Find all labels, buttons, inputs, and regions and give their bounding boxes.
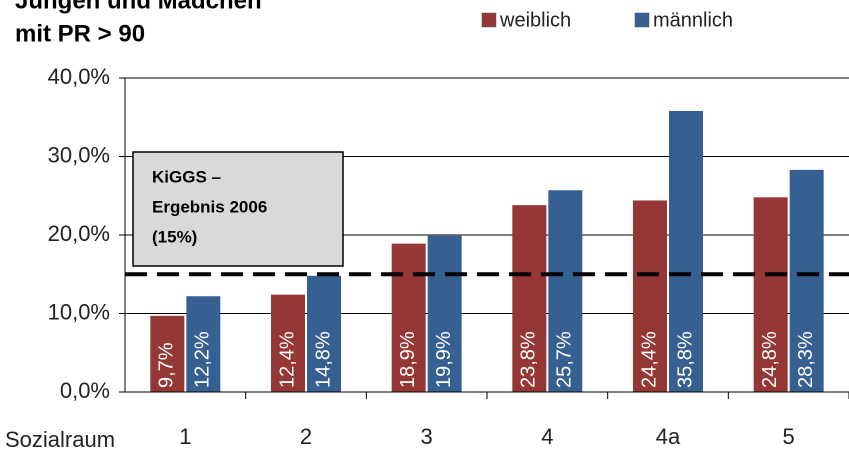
legend-swatch [481, 12, 497, 28]
legend-label: männlich [653, 9, 733, 31]
y-tick-label: 40,0% [48, 64, 110, 89]
value-label: 12,2% [192, 331, 214, 388]
value-label: 12,4% [276, 331, 298, 388]
x-tick-label: 2 [300, 424, 312, 449]
legend-label: weiblich [499, 9, 571, 31]
value-label: 9,7% [156, 342, 178, 388]
annotation-text: KiGGS – [152, 167, 221, 186]
bar [271, 294, 305, 392]
bar [391, 243, 426, 392]
bar [669, 110, 703, 392]
bar [633, 200, 667, 392]
value-label: 24,4% [638, 331, 660, 388]
value-label: 28,3% [795, 331, 817, 388]
y-tick-label: 0,0% [60, 378, 110, 403]
x-tick-label: 4a [656, 424, 681, 449]
bar [548, 190, 583, 392]
bar [307, 275, 341, 392]
value-label: 24,8% [759, 331, 781, 388]
x-tick-label: 1 [179, 424, 191, 449]
value-label: 23,8% [518, 331, 540, 388]
legend-swatch [634, 12, 650, 28]
bar [427, 235, 462, 392]
chart-title: Jungen und Mädchen [15, 0, 262, 14]
x-tick-label: 3 [421, 424, 433, 449]
bar [512, 205, 547, 392]
x-axis-label: Sozialraum [5, 427, 115, 452]
chart-title: mit PR > 90 [15, 20, 145, 47]
value-label: 18,9% [397, 331, 419, 388]
x-tick-label: 4 [541, 424, 553, 449]
bar [753, 197, 788, 392]
annotation-box [132, 151, 344, 267]
value-label: 25,7% [554, 331, 576, 388]
y-tick-label: 10,0% [48, 299, 110, 324]
value-label: 14,8% [312, 331, 334, 388]
annotation-text: Ergebnis 2006 [152, 197, 267, 216]
bar [186, 296, 221, 392]
value-label: 35,8% [674, 331, 696, 388]
annotation-text: (15%) [152, 227, 197, 246]
y-tick-label: 30,0% [48, 142, 110, 167]
value-label: 19,9% [433, 331, 455, 388]
bar [150, 315, 185, 392]
bar [789, 169, 824, 392]
y-tick-label: 20,0% [48, 221, 110, 246]
x-tick-label: 5 [783, 424, 795, 449]
